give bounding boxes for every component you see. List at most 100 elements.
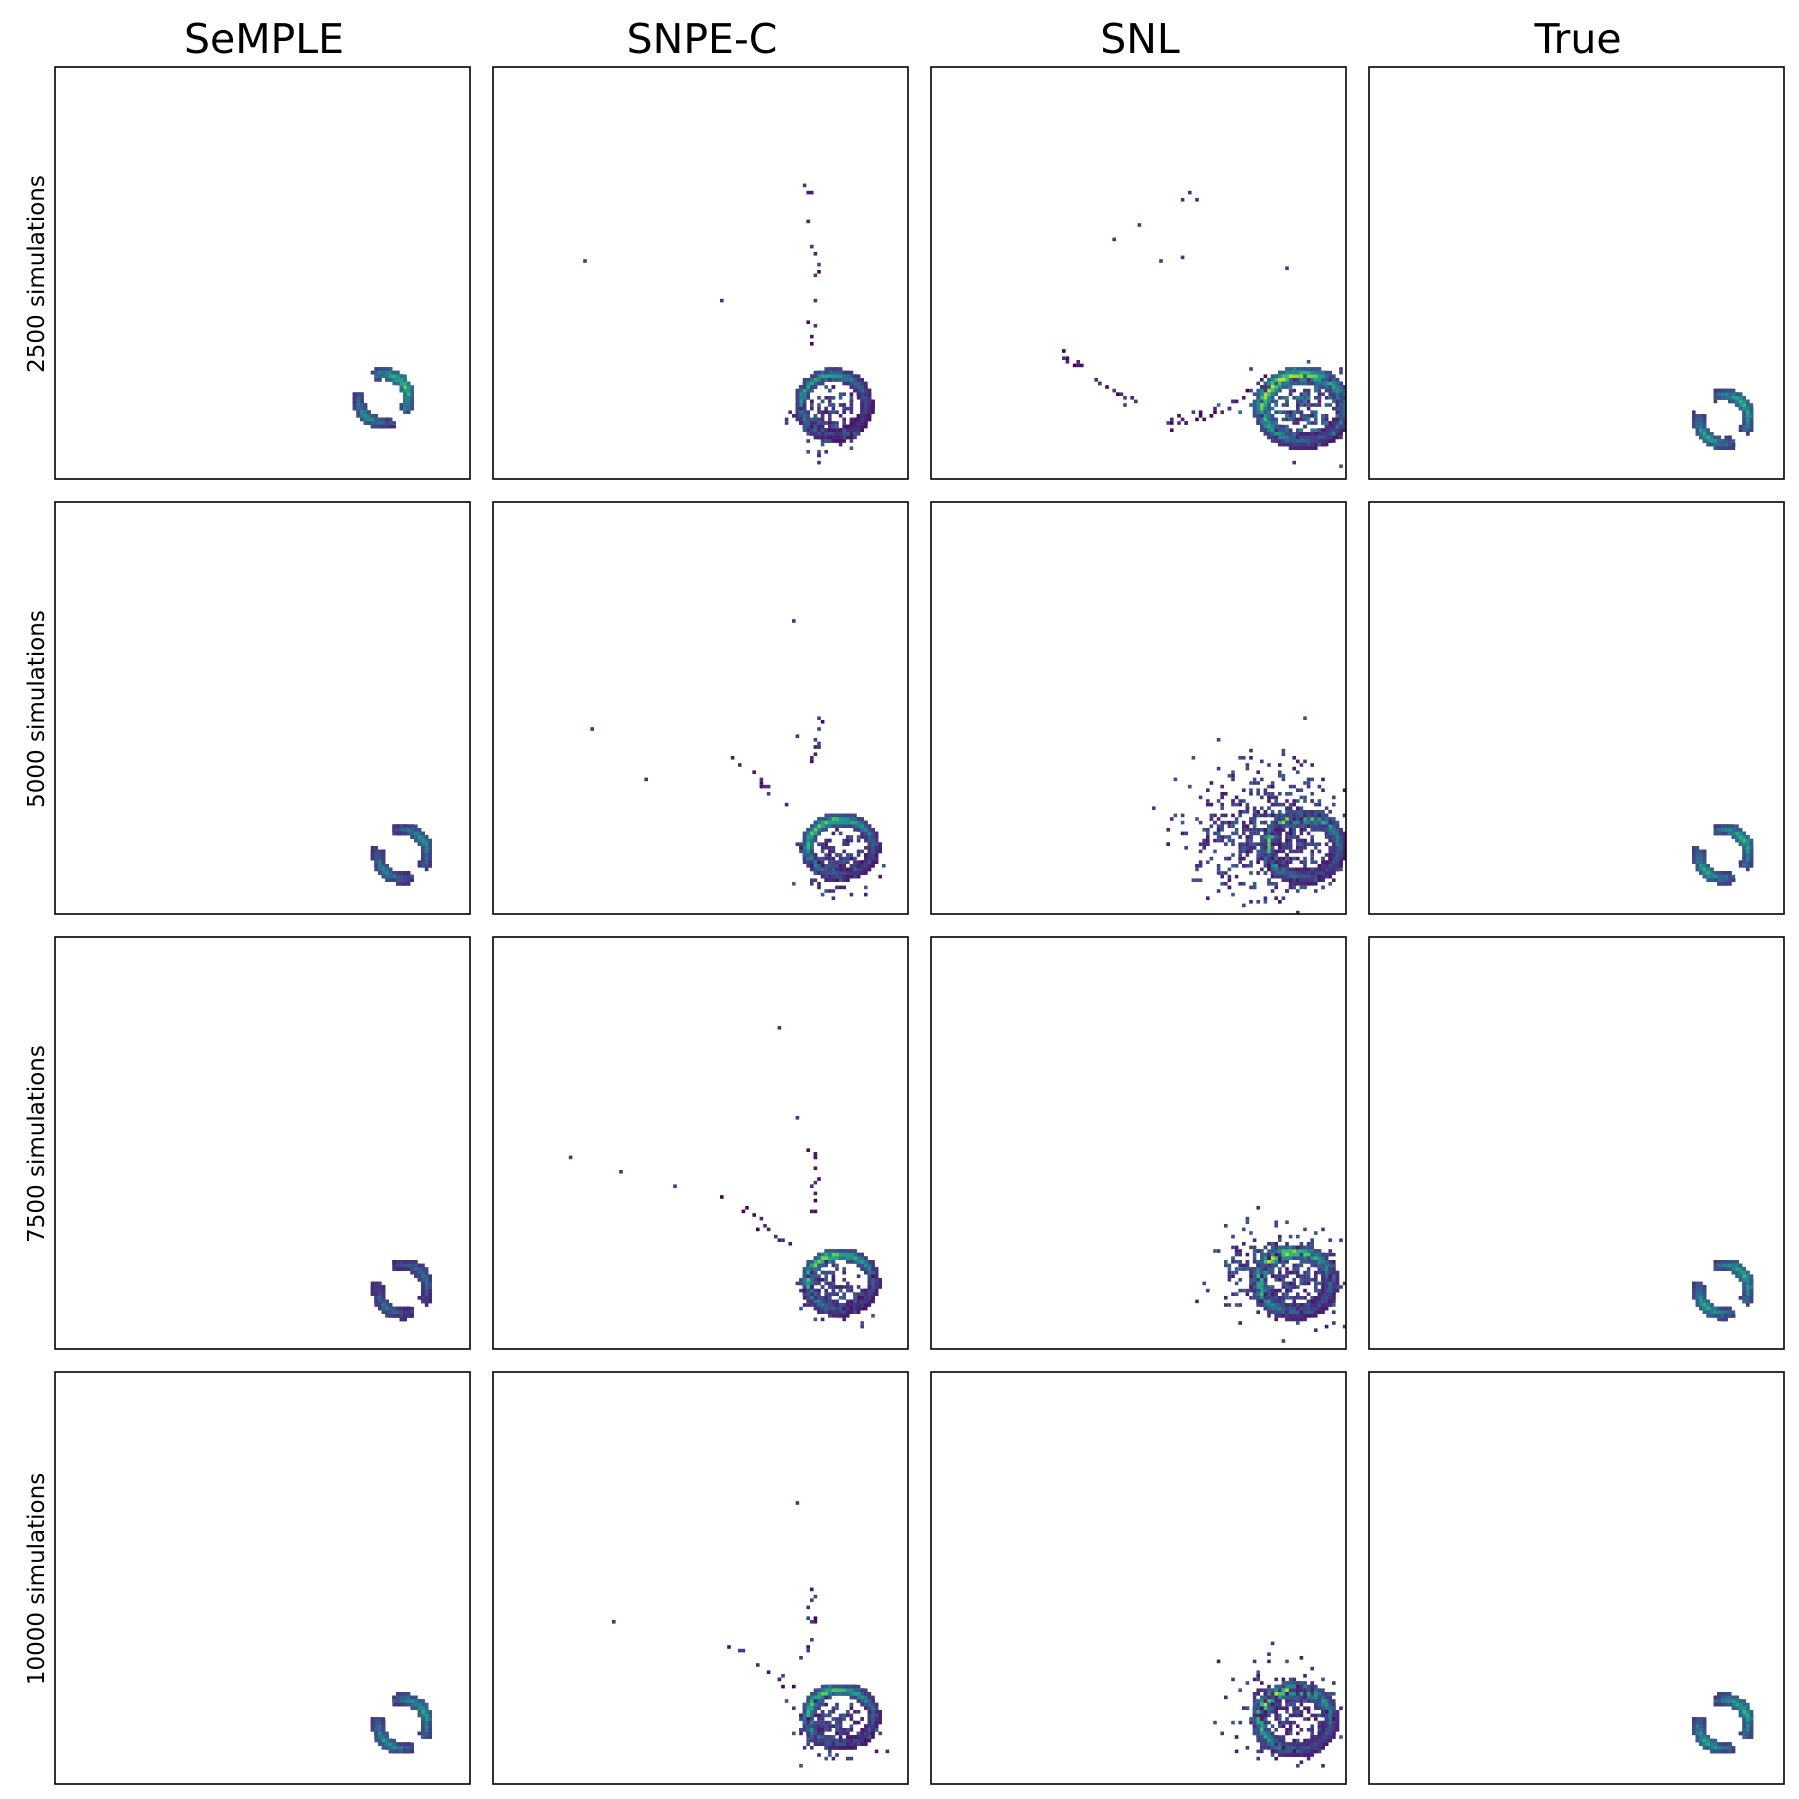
density-bin bbox=[799, 414, 803, 418]
density-bin bbox=[867, 842, 872, 846]
density-bin bbox=[810, 385, 814, 389]
density-bin bbox=[1274, 439, 1278, 443]
density-bin bbox=[388, 417, 393, 422]
density-bin bbox=[414, 831, 418, 836]
density-bin bbox=[1695, 432, 1700, 436]
density-bin bbox=[381, 370, 386, 375]
density-bin bbox=[1699, 414, 1703, 418]
density-bin bbox=[1339, 370, 1343, 375]
column-titles: SeMPLE SNPE-C SNL True bbox=[184, 15, 1622, 63]
density-bin bbox=[1720, 396, 1725, 400]
density-bin bbox=[1346, 418, 1350, 422]
density-bin bbox=[378, 424, 382, 429]
density-bin bbox=[820, 378, 825, 382]
density-bin bbox=[403, 392, 407, 396]
density-bin bbox=[846, 435, 850, 440]
density-bin bbox=[410, 388, 414, 393]
density-bin bbox=[849, 421, 854, 425]
density-bin bbox=[1317, 442, 1322, 447]
density-bin bbox=[1310, 435, 1314, 440]
density-bin bbox=[417, 831, 422, 836]
density-bin bbox=[1285, 424, 1289, 429]
density-bin bbox=[792, 414, 796, 418]
density-bin bbox=[1306, 360, 1311, 364]
density-bin bbox=[1260, 396, 1264, 400]
density-bin bbox=[410, 392, 414, 396]
density-bin bbox=[352, 406, 357, 411]
density-bin bbox=[1260, 399, 1264, 404]
density-bin bbox=[1699, 417, 1703, 422]
density-bin bbox=[406, 403, 411, 407]
density-bin bbox=[1299, 396, 1304, 400]
density-bin bbox=[820, 417, 825, 422]
density-bin bbox=[813, 324, 818, 328]
density-bin bbox=[1746, 410, 1750, 414]
density-bin bbox=[378, 367, 382, 371]
density-bin bbox=[1303, 399, 1307, 404]
density-bin bbox=[1735, 403, 1739, 407]
density-bin bbox=[871, 831, 875, 836]
density-bin bbox=[1324, 403, 1329, 407]
density-bin bbox=[1702, 432, 1707, 436]
density-bin bbox=[1731, 439, 1736, 443]
density-bin bbox=[1738, 399, 1743, 404]
density-bin bbox=[860, 392, 864, 396]
density-bin bbox=[849, 435, 854, 440]
density-bin bbox=[806, 385, 810, 389]
panel-snl-2500 bbox=[930, 66, 1350, 480]
density-bin bbox=[1742, 410, 1746, 414]
density-bin bbox=[417, 828, 422, 832]
density-bin bbox=[1324, 421, 1329, 425]
density-bin bbox=[414, 824, 418, 828]
density-bin bbox=[1292, 432, 1296, 436]
density-bin bbox=[1724, 435, 1728, 440]
density-bin bbox=[1314, 428, 1318, 432]
density-bin bbox=[1720, 439, 1725, 443]
density-bin bbox=[835, 370, 839, 375]
density-bin bbox=[1314, 446, 1318, 450]
density-bin bbox=[1281, 381, 1286, 386]
density-bin bbox=[1260, 378, 1264, 382]
density-bin bbox=[1274, 432, 1278, 436]
density-bin bbox=[381, 864, 386, 868]
density-bin bbox=[824, 406, 828, 411]
density-bin bbox=[860, 428, 864, 432]
density-bin bbox=[381, 374, 386, 378]
density-bin bbox=[1738, 392, 1743, 396]
row-label-7500: 7500 simulations bbox=[24, 1045, 50, 1243]
density-bin bbox=[1303, 370, 1307, 375]
density-bin bbox=[1260, 385, 1264, 389]
density-bin bbox=[1260, 417, 1264, 422]
density-bin bbox=[1321, 374, 1325, 378]
density-bin bbox=[817, 453, 821, 458]
density-bin bbox=[1285, 435, 1289, 440]
density-bin bbox=[1278, 381, 1282, 386]
density-bin bbox=[1346, 396, 1350, 400]
density-bin bbox=[1738, 396, 1743, 400]
density-bin bbox=[385, 417, 389, 422]
density-bin bbox=[1346, 414, 1350, 418]
density-bin bbox=[1728, 446, 1732, 450]
density-bin bbox=[424, 856, 429, 861]
density-bin bbox=[810, 381, 814, 386]
density-bin bbox=[864, 399, 868, 404]
density-bin bbox=[1324, 428, 1329, 432]
density-bin bbox=[1317, 381, 1322, 386]
density-bin bbox=[414, 835, 418, 839]
density-bin bbox=[385, 864, 389, 868]
density-bin bbox=[1288, 432, 1293, 436]
density-bin bbox=[1285, 399, 1289, 404]
density-bin bbox=[1321, 378, 1325, 382]
density-bin bbox=[828, 435, 832, 440]
density-bin bbox=[1270, 435, 1275, 440]
density-bin bbox=[831, 370, 836, 375]
density-bin bbox=[1724, 442, 1728, 447]
density-bin bbox=[363, 410, 368, 414]
density-bin bbox=[1724, 446, 1728, 450]
density-bin bbox=[424, 853, 429, 857]
density-bin bbox=[396, 874, 400, 879]
density-bin bbox=[1746, 417, 1750, 422]
density-bin bbox=[421, 846, 425, 850]
density-bin bbox=[1346, 410, 1350, 414]
density-bin bbox=[360, 392, 364, 396]
